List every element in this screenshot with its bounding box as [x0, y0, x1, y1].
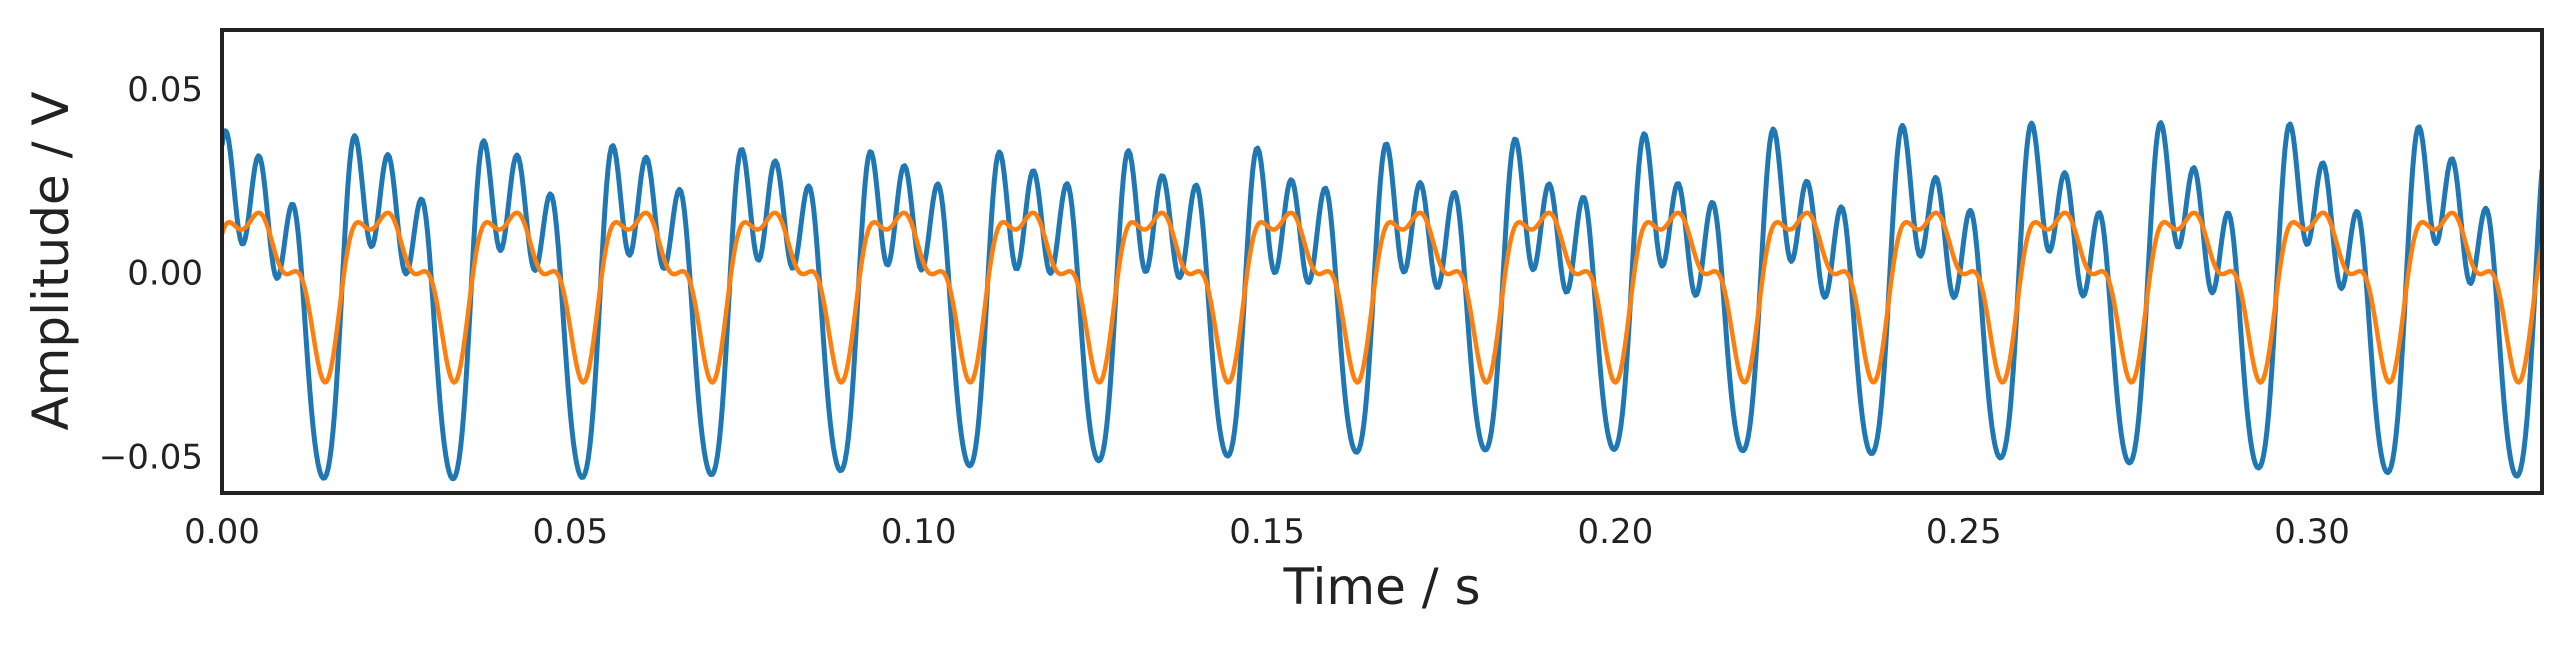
series-line-2	[222, 210, 2542, 385]
y-tick-label: 0.00	[127, 254, 203, 294]
y-tick-label: −0.05	[99, 437, 203, 477]
plot-frame	[220, 28, 2544, 495]
x-tick-label: 0.05	[532, 512, 608, 552]
series-line-1	[222, 120, 2542, 482]
plot-background	[222, 30, 2542, 493]
series-layer	[222, 120, 2542, 482]
x-tick-label: 0.25	[1926, 512, 2002, 552]
x-tick-label: 0.00	[184, 512, 260, 552]
x-tick-label: 0.15	[1229, 512, 1305, 552]
x-tick-label: 0.20	[1578, 512, 1654, 552]
x-tick-label: 0.30	[2274, 512, 2350, 552]
x-axis-title: Time / s	[1282, 558, 1480, 616]
tick-layer: 0.00 0.05 0.10 0.15 0.20 0.25 0.30 −0.05 0.00 0.0…	[99, 70, 2350, 552]
y-axis-title: Amplitude / V	[22, 91, 80, 430]
x-tick-label: 0.10	[881, 512, 957, 552]
y-tick-label: 0.05	[127, 70, 203, 110]
